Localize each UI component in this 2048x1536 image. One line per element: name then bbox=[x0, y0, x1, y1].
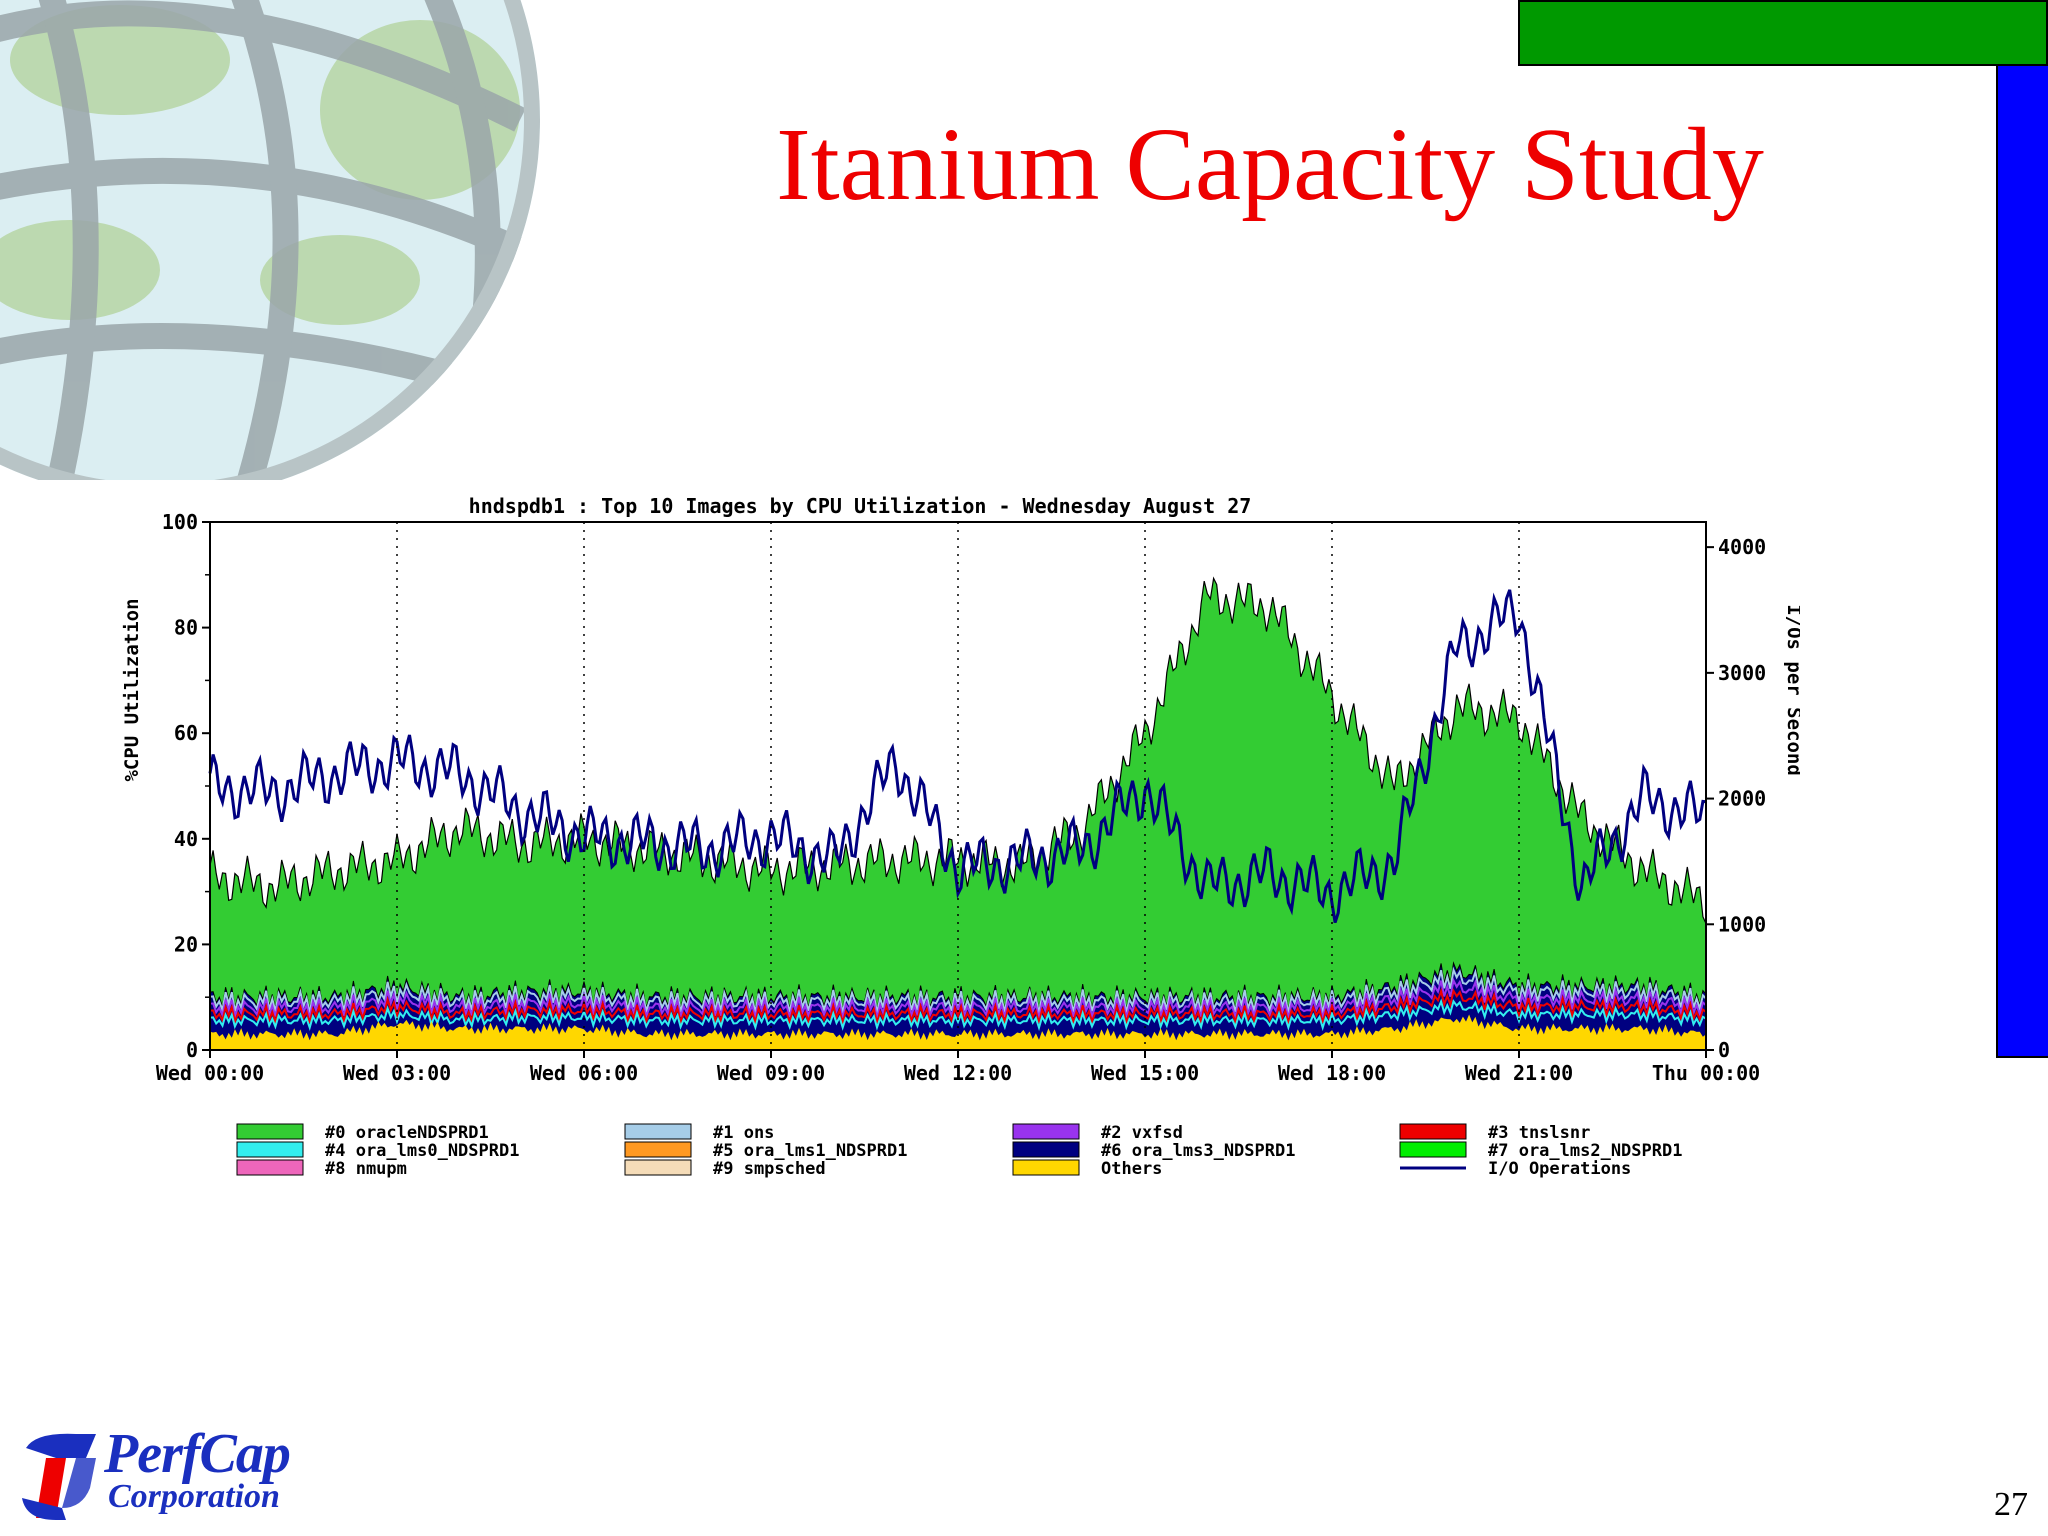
x-tick-label: Wed 18:00 bbox=[1278, 1061, 1386, 1085]
legend-swatch bbox=[1399, 1141, 1467, 1158]
legend-swatch bbox=[624, 1141, 692, 1158]
x-tick-label: Wed 09:00 bbox=[717, 1061, 825, 1085]
legend-label: #4 ora_lms0_NDSPRD1 bbox=[325, 1141, 519, 1161]
x-tick-label: Wed 21:00 bbox=[1465, 1061, 1573, 1085]
x-tick-label: Wed 06:00 bbox=[530, 1061, 638, 1085]
y2-tick-label: 0 bbox=[1718, 1038, 1730, 1062]
logo-subtext: Corporation bbox=[108, 1478, 280, 1515]
legend-label: #7 ora_lms2_NDSPRD1 bbox=[1488, 1141, 1682, 1161]
y-tick-label: 20 bbox=[174, 932, 198, 956]
y2-tick-label: 3000 bbox=[1718, 661, 1766, 685]
y-tick-label: 40 bbox=[174, 827, 198, 851]
y2-tick-label: 2000 bbox=[1718, 787, 1766, 811]
y2-tick-label: 4000 bbox=[1718, 535, 1766, 559]
perfcap-emblem-icon bbox=[22, 1433, 96, 1520]
legend-swatch bbox=[1012, 1141, 1080, 1158]
legend-label: #8 nmupm bbox=[325, 1159, 407, 1179]
x-tick-label: Wed 15:00 bbox=[1091, 1061, 1199, 1085]
legend-swatch bbox=[624, 1123, 692, 1140]
y-tick-label: 0 bbox=[186, 1038, 198, 1062]
legend-label: #1 ons bbox=[713, 1123, 774, 1143]
green-accent-bar bbox=[1518, 0, 2048, 66]
chart-title: hndspdb1 : Top 10 Images by CPU Utilizat… bbox=[469, 494, 1252, 518]
io-operations-line bbox=[208, 589, 1707, 924]
legend-swatch bbox=[236, 1141, 304, 1158]
legend-swatch bbox=[1012, 1123, 1080, 1140]
legend-label: #9 smpsched bbox=[713, 1159, 826, 1179]
perfcap-logo: PerfCap Corporation bbox=[16, 1423, 316, 1528]
page-number: 27 bbox=[1994, 1486, 2028, 1523]
series-band-lms0 bbox=[209, 998, 1707, 1032]
x-tick-label: Wed 00:00 bbox=[156, 1061, 264, 1085]
globe-graphic bbox=[0, 0, 540, 480]
legend-label: #0 oracleNDSPRD1 bbox=[325, 1123, 489, 1143]
logo-text: PerfCap bbox=[104, 1423, 291, 1485]
legend-swatch bbox=[1012, 1159, 1080, 1176]
x-tick-label: Thu 00:00 bbox=[1652, 1061, 1760, 1085]
series-band-vxfsd bbox=[209, 977, 1707, 1021]
legend-label: I/O Operations bbox=[1488, 1159, 1631, 1179]
y2-tick-label: 1000 bbox=[1718, 912, 1766, 936]
legend-swatch bbox=[236, 1123, 304, 1140]
legend-label: Others bbox=[1101, 1159, 1162, 1179]
series-area-others bbox=[210, 1014, 1706, 1050]
legend-swatch bbox=[624, 1159, 692, 1176]
y-axis-label: %CPU Utilization bbox=[121, 598, 143, 781]
legend-swatch bbox=[1399, 1123, 1467, 1140]
legend-swatch bbox=[236, 1159, 304, 1176]
y-tick-label: 80 bbox=[174, 616, 198, 640]
cpu-utilization-chart: hndspdb1 : Top 10 Images by CPU Utilizat… bbox=[121, 494, 1800, 1179]
legend-label: #3 tnslsnr bbox=[1488, 1123, 1590, 1143]
legend-label: #5 ora_lms1_NDSPRD1 bbox=[713, 1141, 907, 1161]
y-tick-label: 100 bbox=[162, 510, 198, 534]
x-tick-label: Wed 03:00 bbox=[343, 1061, 451, 1085]
y2-axis-label: I/Os per Second bbox=[1783, 604, 1800, 776]
blue-accent-bar bbox=[1996, 66, 2048, 1058]
x-tick-label: Wed 12:00 bbox=[904, 1061, 1012, 1085]
legend-label: #2 vxfsd bbox=[1101, 1123, 1183, 1143]
slide-title: Itanium Capacity Study bbox=[776, 107, 1764, 222]
series-band-tnslsnr bbox=[209, 987, 1707, 1027]
legend-label: #6 ora_lms3_NDSPRD1 bbox=[1101, 1141, 1295, 1161]
y-tick-label: 60 bbox=[174, 721, 198, 745]
